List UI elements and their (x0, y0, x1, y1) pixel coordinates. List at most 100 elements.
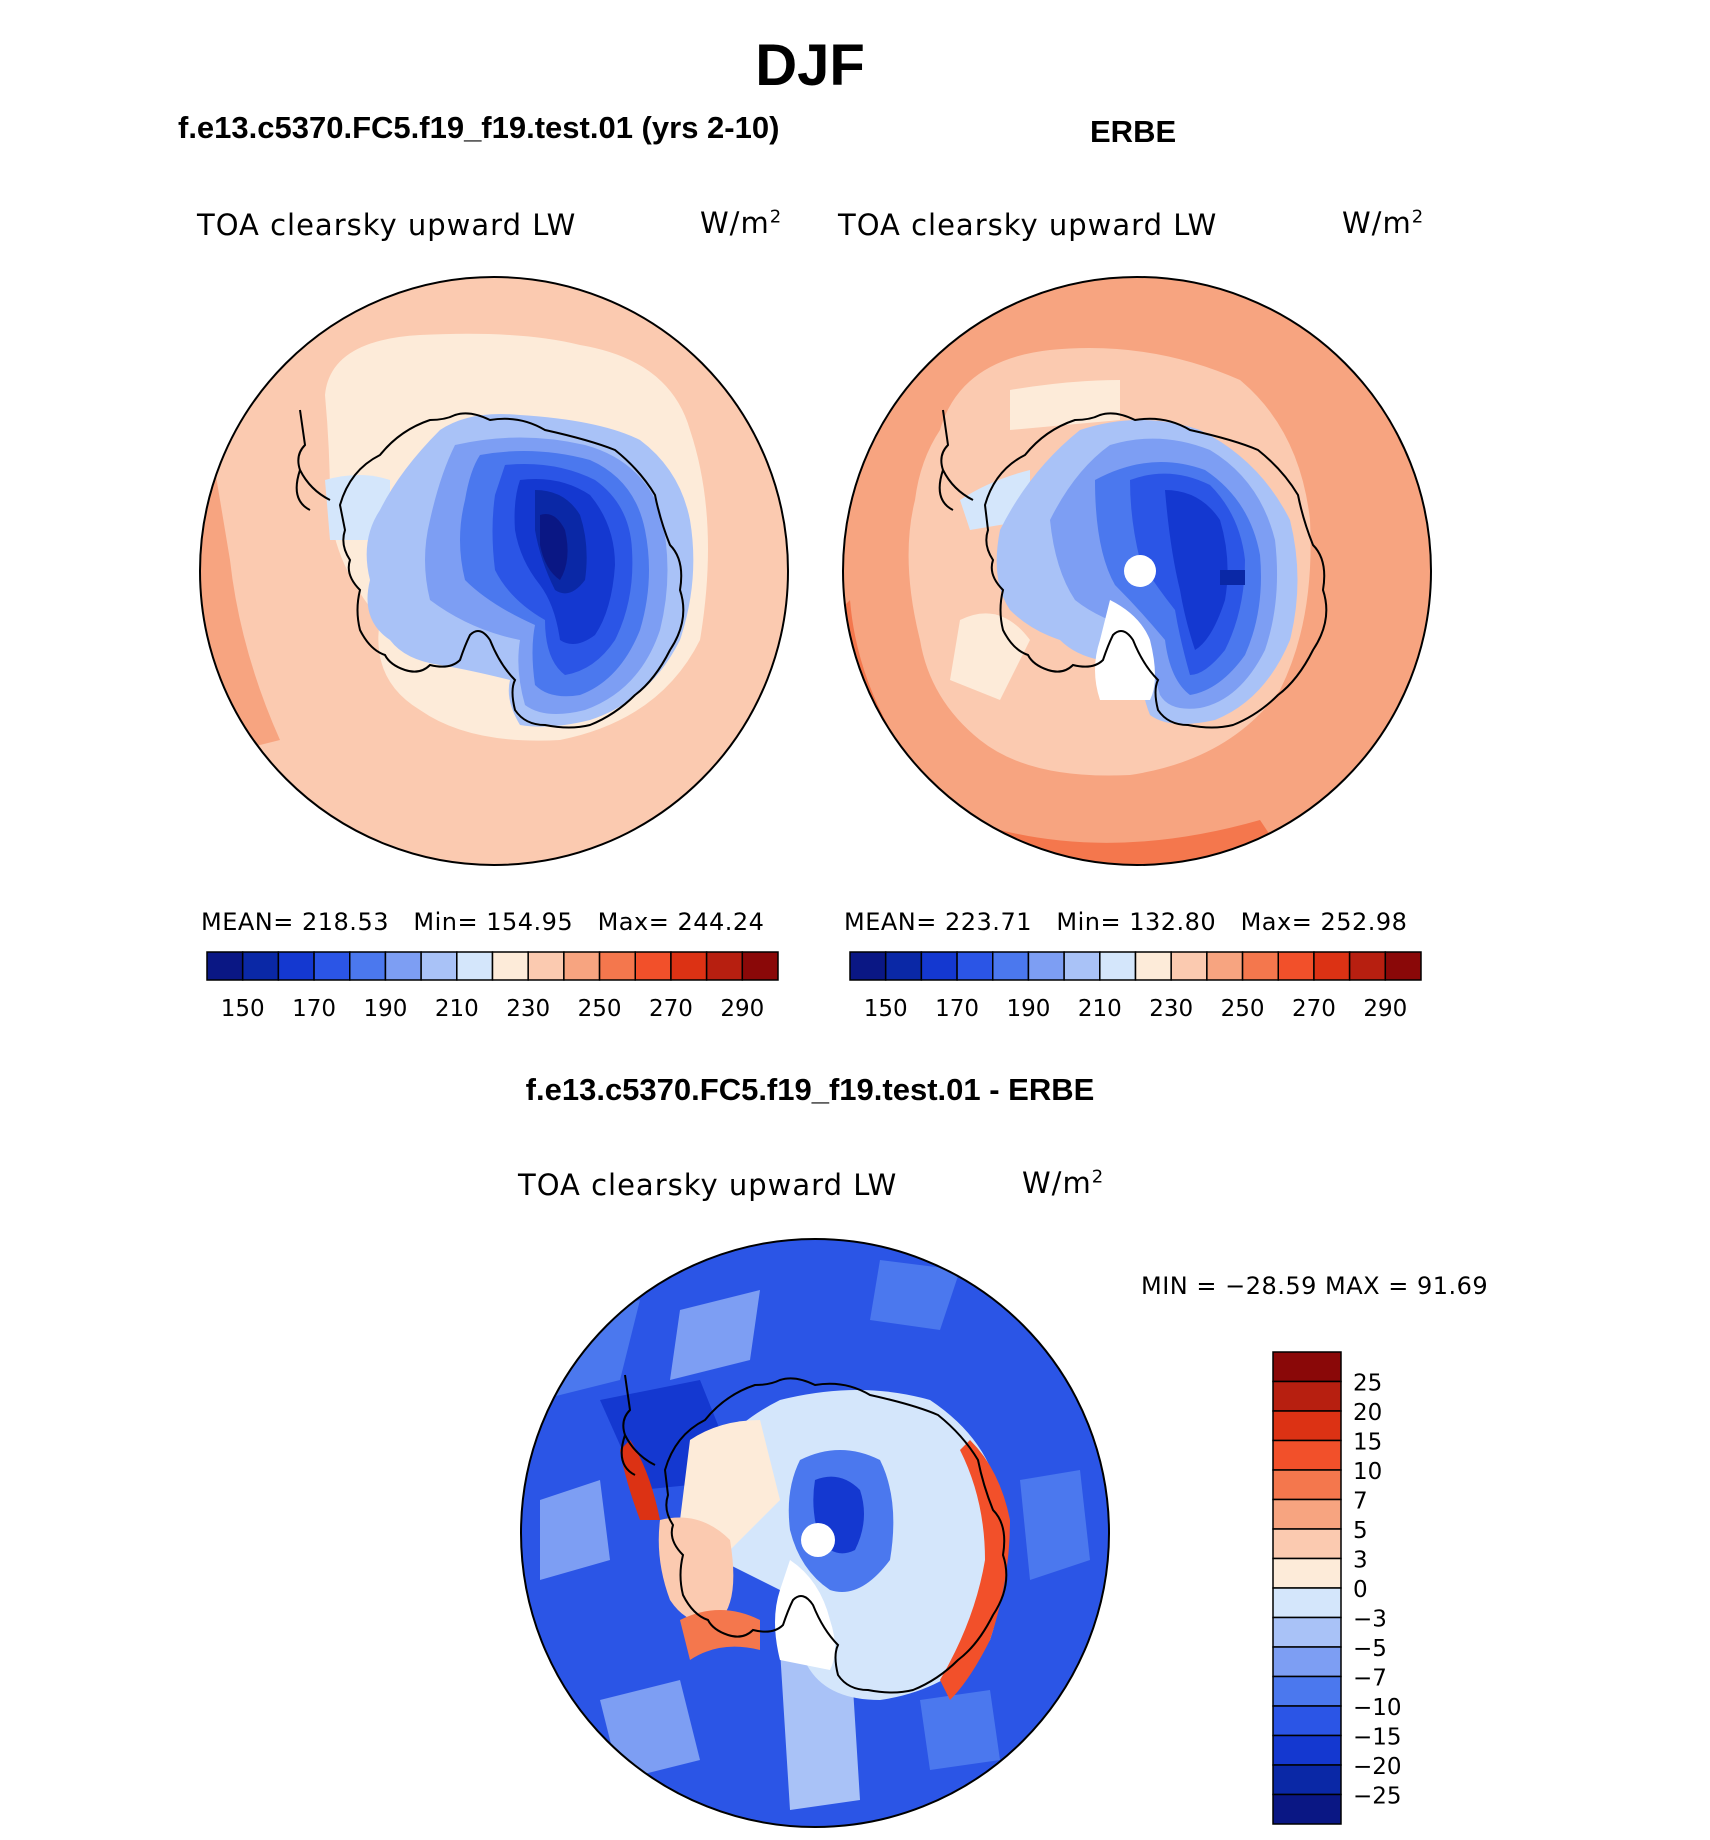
left-colorbar-swatch (741, 951, 779, 981)
diff-colorbar-tick-label: 20 (1353, 1400, 1382, 1426)
diff-pole-hole (801, 1523, 835, 1557)
model-coastline (338, 412, 685, 729)
diff-colorbar-tick-label: −5 (1353, 1636, 1387, 1662)
model-map-border (199, 276, 789, 866)
diff-colorbar-swatch (1272, 1351, 1342, 1383)
left-stats: MEAN= 218.53 Min= 154.95 Max= 244.24 (201, 908, 765, 936)
diff-coast-warm-east (940, 1440, 1010, 1700)
diff-colorbar-swatch (1272, 1410, 1342, 1442)
right-colorbar-tick-label: 190 (1006, 996, 1050, 1022)
right-colorbar-swatch (1313, 951, 1351, 981)
left-colorbar-swatch (491, 951, 529, 981)
erbe-map-border (842, 276, 1432, 866)
right-colorbar-swatch (884, 951, 923, 981)
right-colorbar-swatch (849, 951, 887, 981)
diff-coastline (663, 1377, 1008, 1694)
right-colorbar-swatch (1099, 951, 1137, 981)
diff-colorbar-swatch (1272, 1439, 1342, 1471)
diff-colorbar-tick-label: −15 (1353, 1725, 1402, 1751)
right-colorbar-tick-label: 290 (1363, 996, 1407, 1022)
model-ice-min (540, 514, 568, 580)
diff-map (521, 1239, 1109, 1827)
left-colorbar-swatch (634, 951, 672, 981)
figure-title: DJF (755, 33, 865, 98)
diff-colorbar-tick-label: −3 (1353, 1607, 1387, 1633)
left-colorbar-tick-label: 250 (578, 996, 622, 1022)
left-colorbar-swatch (241, 951, 280, 981)
erbe-south-warm (980, 820, 1300, 865)
diff-colorbar-swatch (1272, 1646, 1342, 1678)
diff-peninsula-coast (620, 1374, 656, 1476)
left-colorbar-tick-label: 290 (720, 996, 764, 1022)
left-colorbar-swatch (670, 951, 708, 981)
diff-patch-5 (600, 1680, 700, 1780)
diff-minmax: MIN = −28.59 MAX = 91.69 (1141, 1272, 1489, 1300)
left-colorbar-swatch (705, 951, 744, 981)
right-colorbar-swatch (920, 951, 958, 981)
left-colorbar-swatch (384, 951, 422, 981)
model-map (200, 277, 788, 865)
erbe-pale-patch-b (950, 613, 1030, 700)
diff-colorbar-swatch (1272, 1675, 1342, 1707)
right-colorbar-tick-label: 170 (935, 996, 979, 1022)
right-colorbar-tick-label: 230 (1149, 996, 1193, 1022)
left-colorbar-tick-label: 270 (649, 996, 693, 1022)
left-colorbar-swatch (420, 951, 458, 981)
right-colorbar-swatch (1206, 951, 1244, 981)
diff-patch-3 (540, 1480, 610, 1580)
diff-colorbar-swatch (1272, 1498, 1342, 1530)
left-colorbar-tick-label: 230 (506, 996, 550, 1022)
diff-ross-warm (658, 1517, 734, 1623)
diff-colorbar-tick-label: −25 (1353, 1784, 1402, 1810)
diff-colorbar-swatch (1272, 1616, 1342, 1648)
diff-colorbar-swatch (1272, 1793, 1342, 1825)
diff-patch-4 (1020, 1470, 1090, 1580)
left-colorbar-swatch (563, 951, 601, 981)
diff-colorbar-tick-label: 0 (1353, 1577, 1368, 1603)
diff-colorbar-tick-label: 10 (1353, 1459, 1382, 1485)
left-colorbar-swatch (527, 951, 565, 981)
diff-colorbar-tick-label: 3 (1353, 1548, 1368, 1574)
left-units: W/m2 (700, 206, 783, 240)
right-plot-title: TOA clearsky upward LW (838, 208, 1218, 242)
left-colorbar: 150 170 190 210 230 250 270 290 (206, 951, 779, 1022)
right-colorbar-swatch (1134, 951, 1172, 981)
diff-colorbar-tick-label: −20 (1353, 1754, 1402, 1780)
erbe-coastline (983, 412, 1328, 729)
right-colorbar-tick-label: 150 (864, 996, 908, 1022)
diff-colorbar-swatch (1272, 1469, 1342, 1501)
right-colorbar-swatch (1277, 951, 1315, 981)
diff-colorbar-tick-label: 7 (1353, 1489, 1368, 1515)
left-case-title: f.e13.c5370.FC5.f19_f19.test.01 (yrs 2-1… (178, 110, 780, 145)
diff-units: W/m2 (1022, 1166, 1105, 1200)
erbe-peninsula-coast (938, 409, 974, 511)
left-colorbar-swatch (206, 951, 244, 981)
erbe-pole-hole (1124, 555, 1156, 587)
right-units: W/m2 (1342, 206, 1425, 240)
right-colorbar-swatch (1348, 951, 1387, 981)
right-colorbar-swatch (1027, 951, 1065, 981)
left-colorbar-swatch (349, 951, 387, 981)
diff-colorbar-swatch (1272, 1764, 1342, 1796)
left-colorbar-tick-label: 150 (221, 996, 265, 1022)
diff-colorbar-swatch (1272, 1705, 1342, 1737)
right-colorbar-swatch (992, 951, 1030, 981)
right-colorbar: 150 170 190 210 230 250 270 290 (849, 951, 1422, 1022)
right-colorbar-swatch (1241, 951, 1279, 981)
left-colorbar-swatch (313, 951, 351, 981)
diff-colorbar-swatch (1272, 1734, 1342, 1766)
left-plot-title: TOA clearsky upward LW (197, 208, 577, 242)
left-colorbar-swatch (456, 951, 494, 981)
right-colorbar-tick-label: 210 (1078, 996, 1122, 1022)
right-case-title: ERBE (1090, 114, 1177, 149)
diff-colorbar-swatch (1272, 1528, 1342, 1560)
diff-colorbar: 25 20 15 10 7 5 3 0 −3 −5 −7 −10 −15 −20 −25 (1272, 1351, 1402, 1825)
diff-colorbar-tick-label: 25 (1353, 1371, 1382, 1397)
model-peninsula-coast (295, 409, 331, 511)
erbe-missing-wedge (1095, 600, 1155, 700)
diff-plot-title: TOA clearsky upward LW (518, 1168, 898, 1202)
erbe-ice-level-5 (1165, 490, 1228, 650)
diff-colorbar-tick-label: −7 (1353, 1666, 1387, 1692)
diff-patch-2 (870, 1260, 960, 1330)
